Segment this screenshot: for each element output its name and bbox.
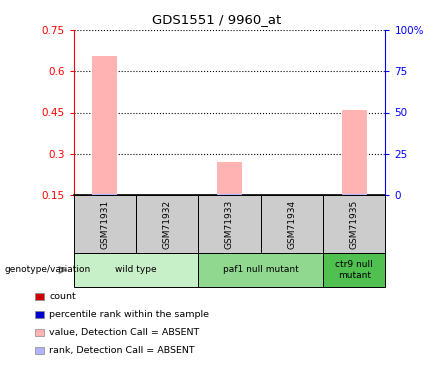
Text: wild type: wild type: [115, 266, 157, 274]
Text: value, Detection Call = ABSENT: value, Detection Call = ABSENT: [49, 328, 200, 337]
Text: GSM71935: GSM71935: [350, 200, 359, 249]
Text: GSM71932: GSM71932: [163, 200, 171, 249]
Text: count: count: [49, 292, 76, 301]
Text: paf1 null mutant: paf1 null mutant: [223, 266, 298, 274]
Text: genotype/variation: genotype/variation: [4, 266, 90, 274]
Text: ctr9 null
mutant: ctr9 null mutant: [335, 260, 373, 280]
Bar: [92, 194, 117, 195]
Bar: [342, 194, 367, 195]
Bar: [342, 110, 367, 195]
Text: percentile rank within the sample: percentile rank within the sample: [49, 310, 210, 319]
Text: GSM71934: GSM71934: [288, 200, 296, 249]
Text: GSM71931: GSM71931: [100, 200, 109, 249]
Text: GDS1551 / 9960_at: GDS1551 / 9960_at: [152, 13, 281, 26]
Text: rank, Detection Call = ABSENT: rank, Detection Call = ABSENT: [49, 346, 195, 355]
Bar: [217, 194, 242, 195]
Bar: [92, 56, 117, 195]
Bar: [217, 162, 242, 195]
Text: GSM71933: GSM71933: [225, 200, 234, 249]
